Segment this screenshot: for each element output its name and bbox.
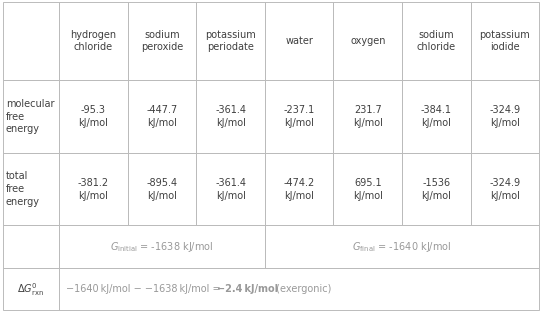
Text: 231.7
kJ/mol: 231.7 kJ/mol <box>353 105 383 128</box>
Bar <box>3 268 59 310</box>
Bar <box>333 153 402 226</box>
Text: (exergonic): (exergonic) <box>273 284 331 294</box>
Text: potassium
iodide: potassium iodide <box>480 30 531 52</box>
Text: potassium
periodate: potassium periodate <box>205 30 256 52</box>
Text: −2.4 kJ/mol: −2.4 kJ/mol <box>217 284 279 294</box>
Text: -324.9
kJ/mol: -324.9 kJ/mol <box>489 178 520 201</box>
Bar <box>59 2 128 80</box>
Text: 695.1
kJ/mol: 695.1 kJ/mol <box>353 178 383 201</box>
Text: $G_{\mathrm{final}}$ = -1640 kJ/mol: $G_{\mathrm{final}}$ = -1640 kJ/mol <box>352 240 452 254</box>
Text: molecular
free
energy: molecular free energy <box>6 99 54 134</box>
Bar <box>333 80 402 153</box>
Text: $G_{\mathrm{initial}}$ = -1638 kJ/mol: $G_{\mathrm{initial}}$ = -1638 kJ/mol <box>110 240 214 254</box>
Bar <box>265 153 333 226</box>
Text: $\Delta G^{\mathrm{0}}_{\mathrm{rxn}}$: $\Delta G^{\mathrm{0}}_{\mathrm{rxn}}$ <box>17 281 44 298</box>
Bar <box>470 80 539 153</box>
Bar <box>128 153 196 226</box>
Bar <box>402 153 470 226</box>
Text: −1640 kJ/mol − −1638 kJ/mol =: −1640 kJ/mol − −1638 kJ/mol = <box>66 284 223 294</box>
Bar <box>402 80 470 153</box>
Text: -324.9
kJ/mol: -324.9 kJ/mol <box>489 105 520 128</box>
Text: -237.1
kJ/mol: -237.1 kJ/mol <box>283 105 315 128</box>
Bar <box>128 80 196 153</box>
Bar <box>3 2 59 80</box>
Text: -1536
kJ/mol: -1536 kJ/mol <box>422 178 451 201</box>
Text: -361.4
kJ/mol: -361.4 kJ/mol <box>215 178 246 201</box>
Bar <box>59 226 265 268</box>
Bar <box>265 226 539 268</box>
Bar <box>470 153 539 226</box>
Bar <box>3 153 59 226</box>
Bar <box>470 2 539 80</box>
Text: total
free
energy: total free energy <box>6 171 40 207</box>
Bar <box>333 2 402 80</box>
Bar <box>196 80 265 153</box>
Text: -361.4
kJ/mol: -361.4 kJ/mol <box>215 105 246 128</box>
Text: -447.7
kJ/mol: -447.7 kJ/mol <box>146 105 178 128</box>
Bar <box>265 80 333 153</box>
Text: -95.3
kJ/mol: -95.3 kJ/mol <box>79 105 108 128</box>
Text: oxygen: oxygen <box>350 36 385 46</box>
Bar <box>265 2 333 80</box>
Text: water: water <box>285 36 313 46</box>
Text: sodium
peroxide: sodium peroxide <box>141 30 183 52</box>
Bar <box>3 226 59 268</box>
Text: hydrogen
chloride: hydrogen chloride <box>70 30 117 52</box>
Bar <box>196 2 265 80</box>
Text: -895.4
kJ/mol: -895.4 kJ/mol <box>146 178 178 201</box>
Text: sodium
chloride: sodium chloride <box>417 30 456 52</box>
Bar <box>59 153 128 226</box>
Bar <box>59 268 539 310</box>
Bar <box>128 2 196 80</box>
Bar <box>196 153 265 226</box>
Bar <box>59 80 128 153</box>
Bar <box>402 2 470 80</box>
Bar <box>3 80 59 153</box>
Text: -474.2
kJ/mol: -474.2 kJ/mol <box>283 178 315 201</box>
Text: -384.1
kJ/mol: -384.1 kJ/mol <box>421 105 452 128</box>
Text: -381.2
kJ/mol: -381.2 kJ/mol <box>78 178 109 201</box>
